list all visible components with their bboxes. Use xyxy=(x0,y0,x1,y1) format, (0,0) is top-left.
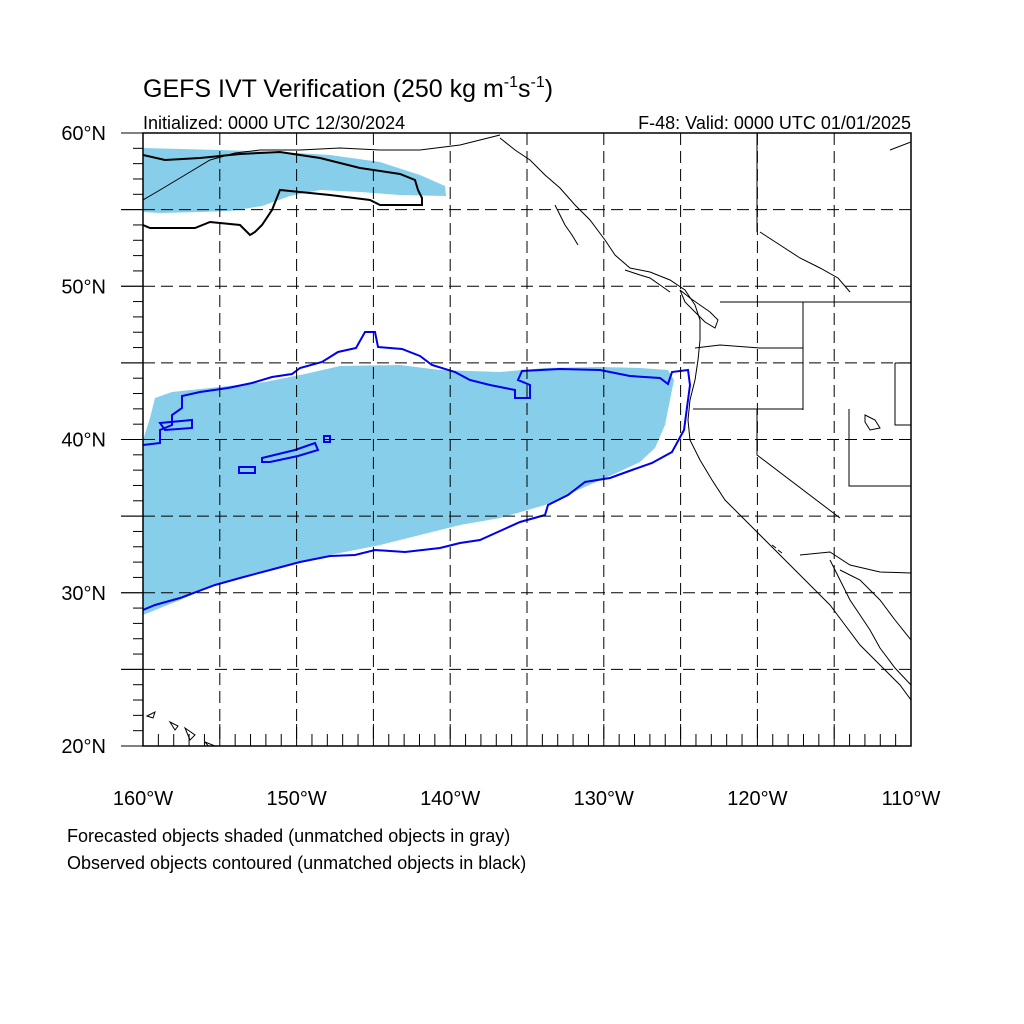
footnote-observed: Observed objects contoured (unmatched ob… xyxy=(67,853,526,873)
mexico-border xyxy=(799,551,911,574)
forecast-object-shaded-main xyxy=(143,365,674,615)
axis-ticks xyxy=(121,132,912,747)
lat-label: 30°N xyxy=(61,583,106,605)
lon-label: 130°W xyxy=(574,788,634,810)
unmatched-observed-contour-north xyxy=(143,150,423,237)
lon-label: 140°W xyxy=(420,788,480,810)
nv-border xyxy=(756,409,841,519)
lon-label: 150°W xyxy=(266,788,326,810)
longitude-labels: 160°W 150°W 140°W 130°W 120°W 110°W xyxy=(113,788,941,810)
hawaii-2 xyxy=(168,720,179,731)
island-coast-2 xyxy=(624,269,671,293)
lat-label: 40°N xyxy=(61,430,106,452)
init-time-label: Initialized: 0000 UTC 12/30/2024 xyxy=(143,113,405,133)
graticule xyxy=(143,133,911,746)
hawaii-3 xyxy=(183,726,196,741)
observed-object-contour-hole-1 xyxy=(158,418,193,432)
observed-objects xyxy=(143,331,692,611)
east-coast-north-2 xyxy=(759,231,851,293)
lon-label: 160°W xyxy=(113,788,173,810)
valid-time-label: F-48: Valid: 0000 UTC 01/01/2025 xyxy=(638,113,911,133)
lat-label: 20°N xyxy=(61,736,106,758)
observed-object-contour-main xyxy=(143,331,692,611)
lat-label: 60°N xyxy=(61,123,106,145)
forecast-objects xyxy=(143,148,674,615)
latitude-labels: 20°N 30°N 40°N 50°N 60°N xyxy=(61,123,106,758)
observed-object-contour-hole-3 xyxy=(238,466,256,474)
channel-islands xyxy=(771,544,783,554)
baja-coast xyxy=(829,559,911,686)
footnote-forecast: Forecasted objects shaded (unmatched obj… xyxy=(67,826,510,846)
plot-title: GEFS IVT Verification (250 kg m-1s-1) xyxy=(143,74,553,103)
alaska-coast xyxy=(143,134,501,201)
observed-object-contour-hole-2 xyxy=(261,441,320,463)
forecast-object-shaded-north xyxy=(143,148,446,213)
east-coast-north xyxy=(889,141,911,151)
wy-border xyxy=(894,362,911,426)
gulf-coast xyxy=(839,569,911,641)
hawaii-4 xyxy=(204,741,217,746)
unmatched-observed-objects xyxy=(143,150,423,237)
ut-border xyxy=(848,409,911,487)
island-coast-1 xyxy=(554,204,579,246)
lon-label: 120°W xyxy=(727,788,787,810)
vancouver-island xyxy=(679,289,719,329)
lat-label: 50°N xyxy=(61,276,106,298)
political-borders xyxy=(693,133,911,574)
wa-or-border xyxy=(694,344,803,349)
hawaii-1 xyxy=(145,711,156,719)
lon-label: 110°W xyxy=(882,788,941,810)
great-salt-lake xyxy=(864,414,881,431)
